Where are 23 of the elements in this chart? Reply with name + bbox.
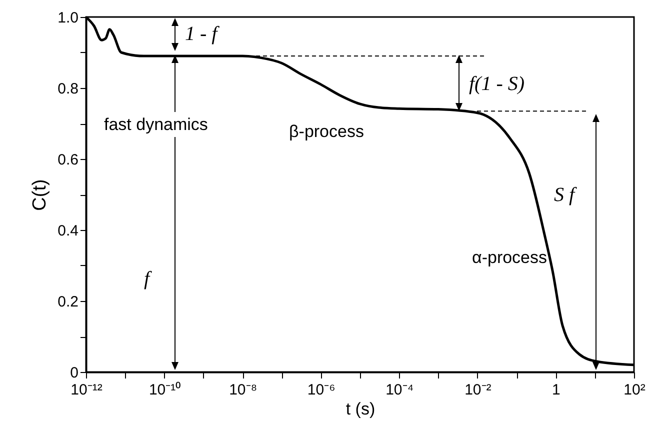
x-tick-label: 1 <box>552 382 560 398</box>
x-tick-label: 10² <box>624 382 646 398</box>
x-tick-label: 10⁻² <box>464 382 492 398</box>
x-tick-label: 10⁻¹⁰ <box>148 382 181 398</box>
annotation: β-process <box>289 122 364 141</box>
y-axis-title: C(t) <box>30 179 51 211</box>
annotation: f <box>144 268 152 290</box>
x-tick-label: 10⁻⁸ <box>229 382 258 398</box>
annotation: S f <box>554 184 577 206</box>
annotation: 1 - f <box>185 23 220 45</box>
annotation: fast dynamics <box>104 115 208 134</box>
y-tick-label: 1.0 <box>58 10 78 26</box>
y-tick-label: 0 <box>70 364 78 382</box>
x-tick-label: 10⁻⁶ <box>307 382 336 398</box>
y-tick-label: 0.2 <box>58 294 78 310</box>
y-tick-label: 0.6 <box>58 152 78 168</box>
x-tick-label: 10⁻⁴ <box>386 382 414 398</box>
x-axis-title: t (s) <box>346 400 376 418</box>
x-tick-label: 10⁻¹² <box>70 382 102 398</box>
y-tick-label: 0.8 <box>58 80 78 98</box>
annotation: α-process <box>472 248 548 267</box>
y-tick-label: 0.4 <box>58 222 78 240</box>
annotation: f(1 - S) <box>469 73 525 95</box>
